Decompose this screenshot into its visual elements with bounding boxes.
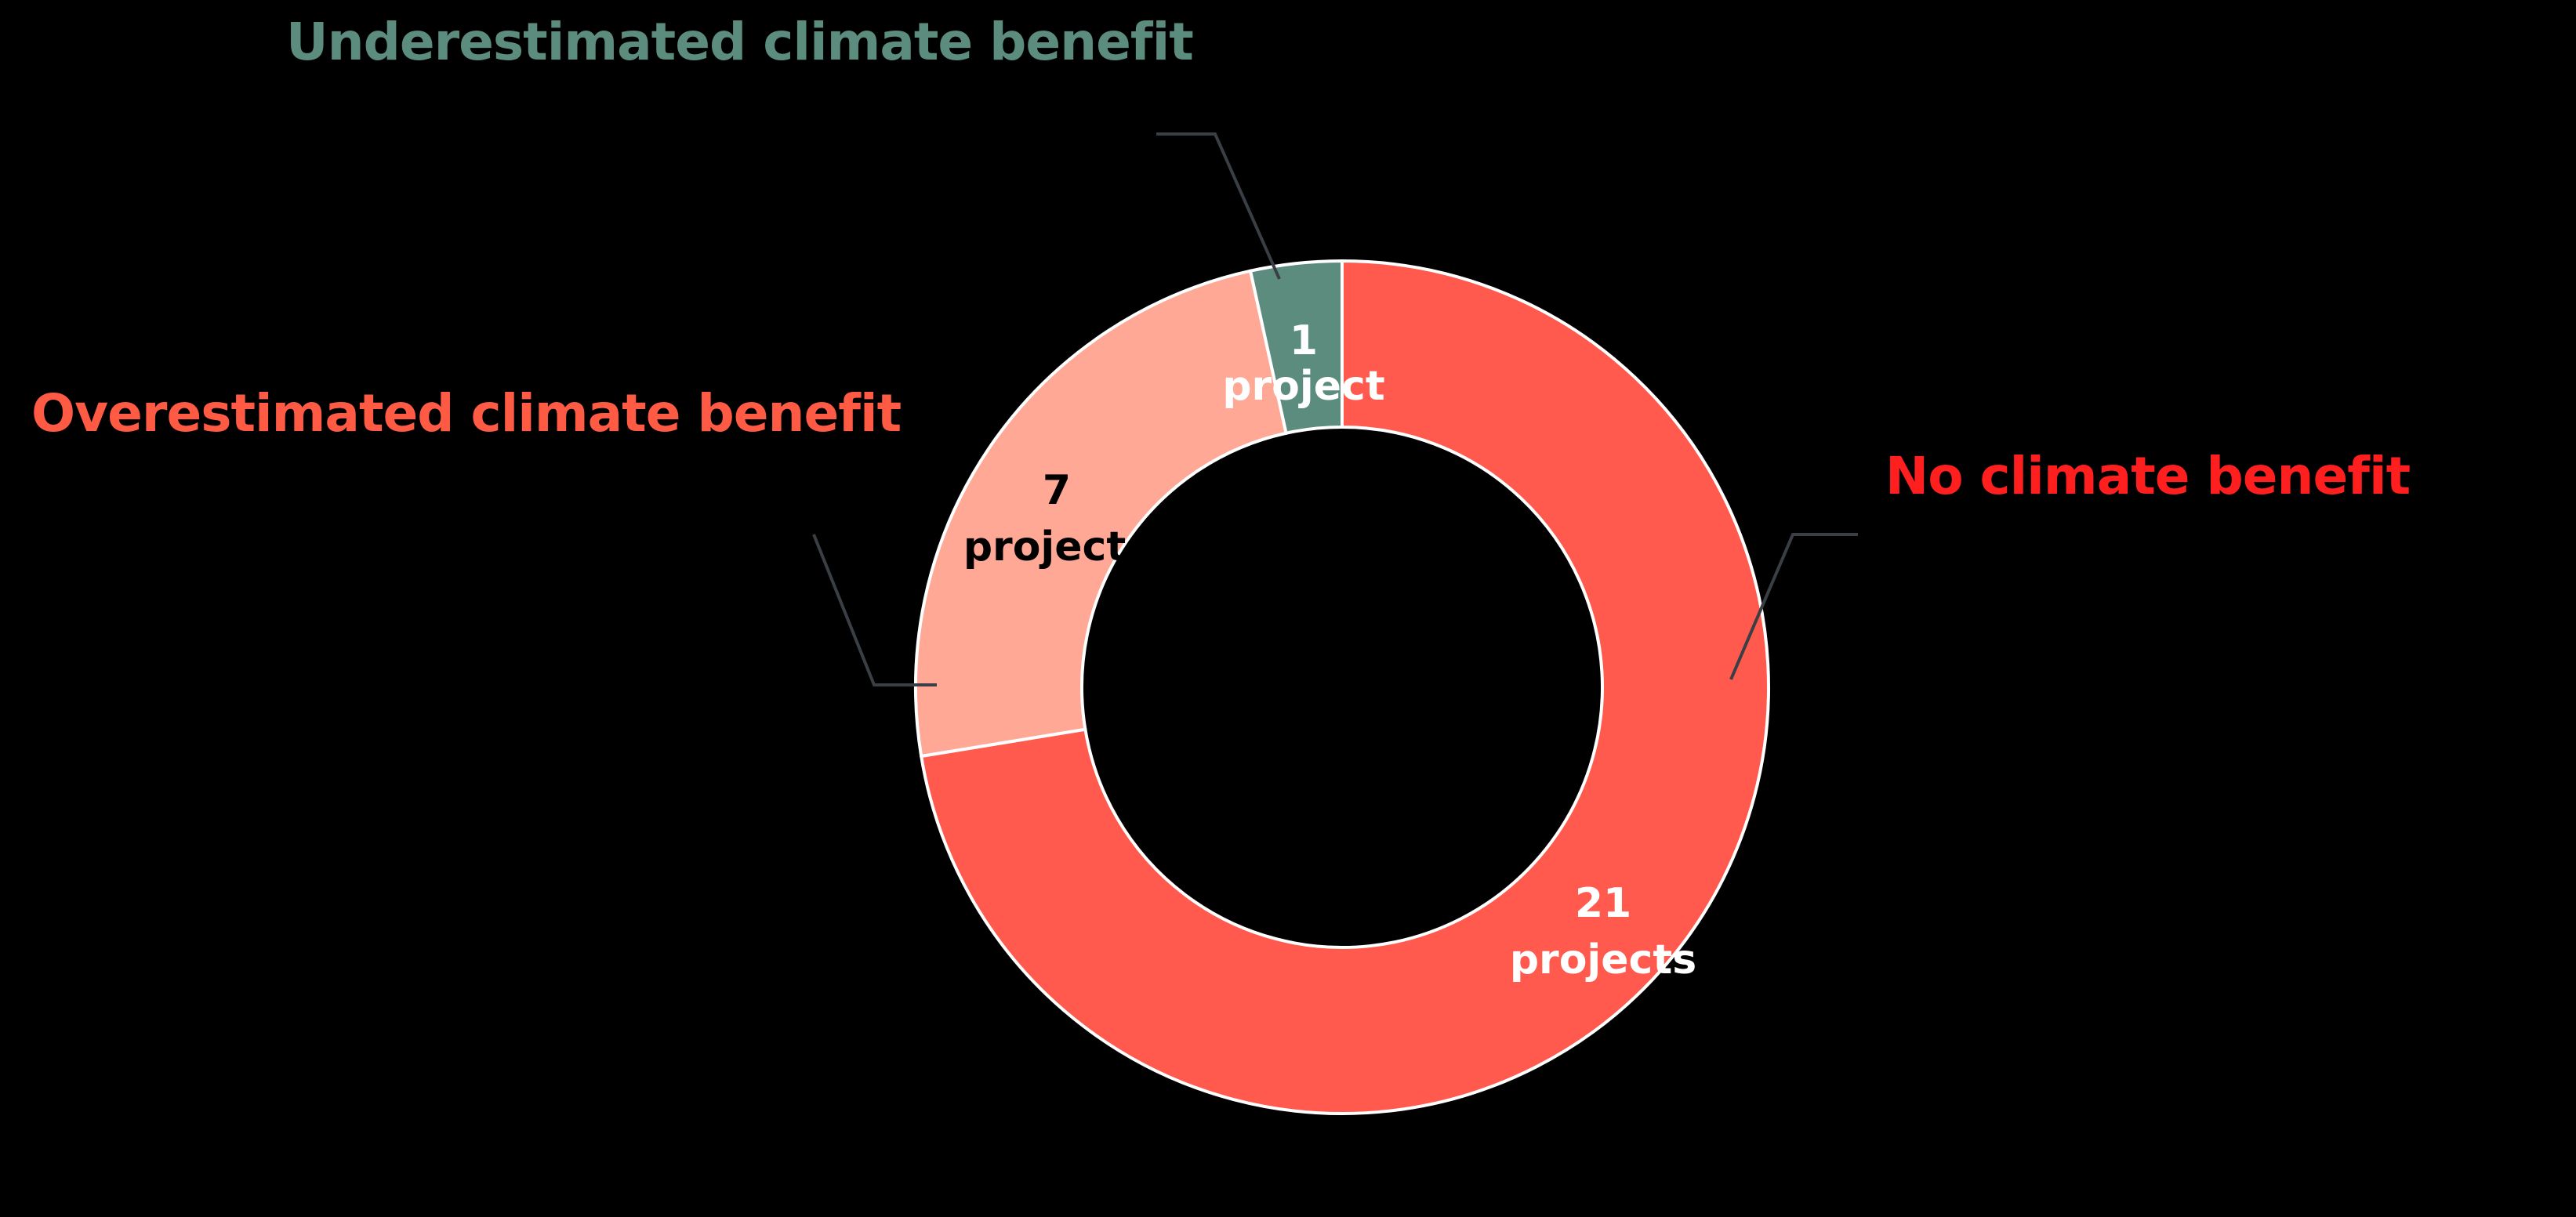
- leader-lines: [812, 132, 1858, 686]
- category-label-overestimated-climate-benefit: Overestimated climate benefit: [31, 383, 902, 444]
- value-label-no-climate-benefit: 21: [1575, 880, 1631, 927]
- category-label-underestimated-climate-benefit: Underestimated climate benefit: [286, 12, 1193, 72]
- category-label-no-climate-benefit: No climate benefit: [1885, 446, 2411, 506]
- category-labels: No climate benefit Overestimated climate …: [31, 12, 2411, 506]
- slice-no-climate-benefit: [919, 259, 1770, 1115]
- unit-label-overestimated-climate-benefit: projects: [963, 523, 1150, 570]
- slice-overestimated-climate-benefit: [914, 269, 1289, 759]
- slices: [914, 259, 1770, 1115]
- value-label-underestimated-climate-benefit: 1: [1290, 317, 1318, 364]
- unit-label-no-climate-benefit: projects: [1510, 936, 1696, 983]
- leader-line-no-climate-benefit: [1729, 533, 1858, 680]
- unit-label-underestimated-climate-benefit: project: [1222, 363, 1384, 410]
- leader-line-underestimated-climate-benefit: [1156, 132, 1281, 280]
- leader-line-overestimated-climate-benefit: [812, 534, 937, 686]
- slice-underestimated-climate-benefit: [1248, 259, 1344, 436]
- value-label-overestimated-climate-benefit: 7: [1043, 467, 1071, 514]
